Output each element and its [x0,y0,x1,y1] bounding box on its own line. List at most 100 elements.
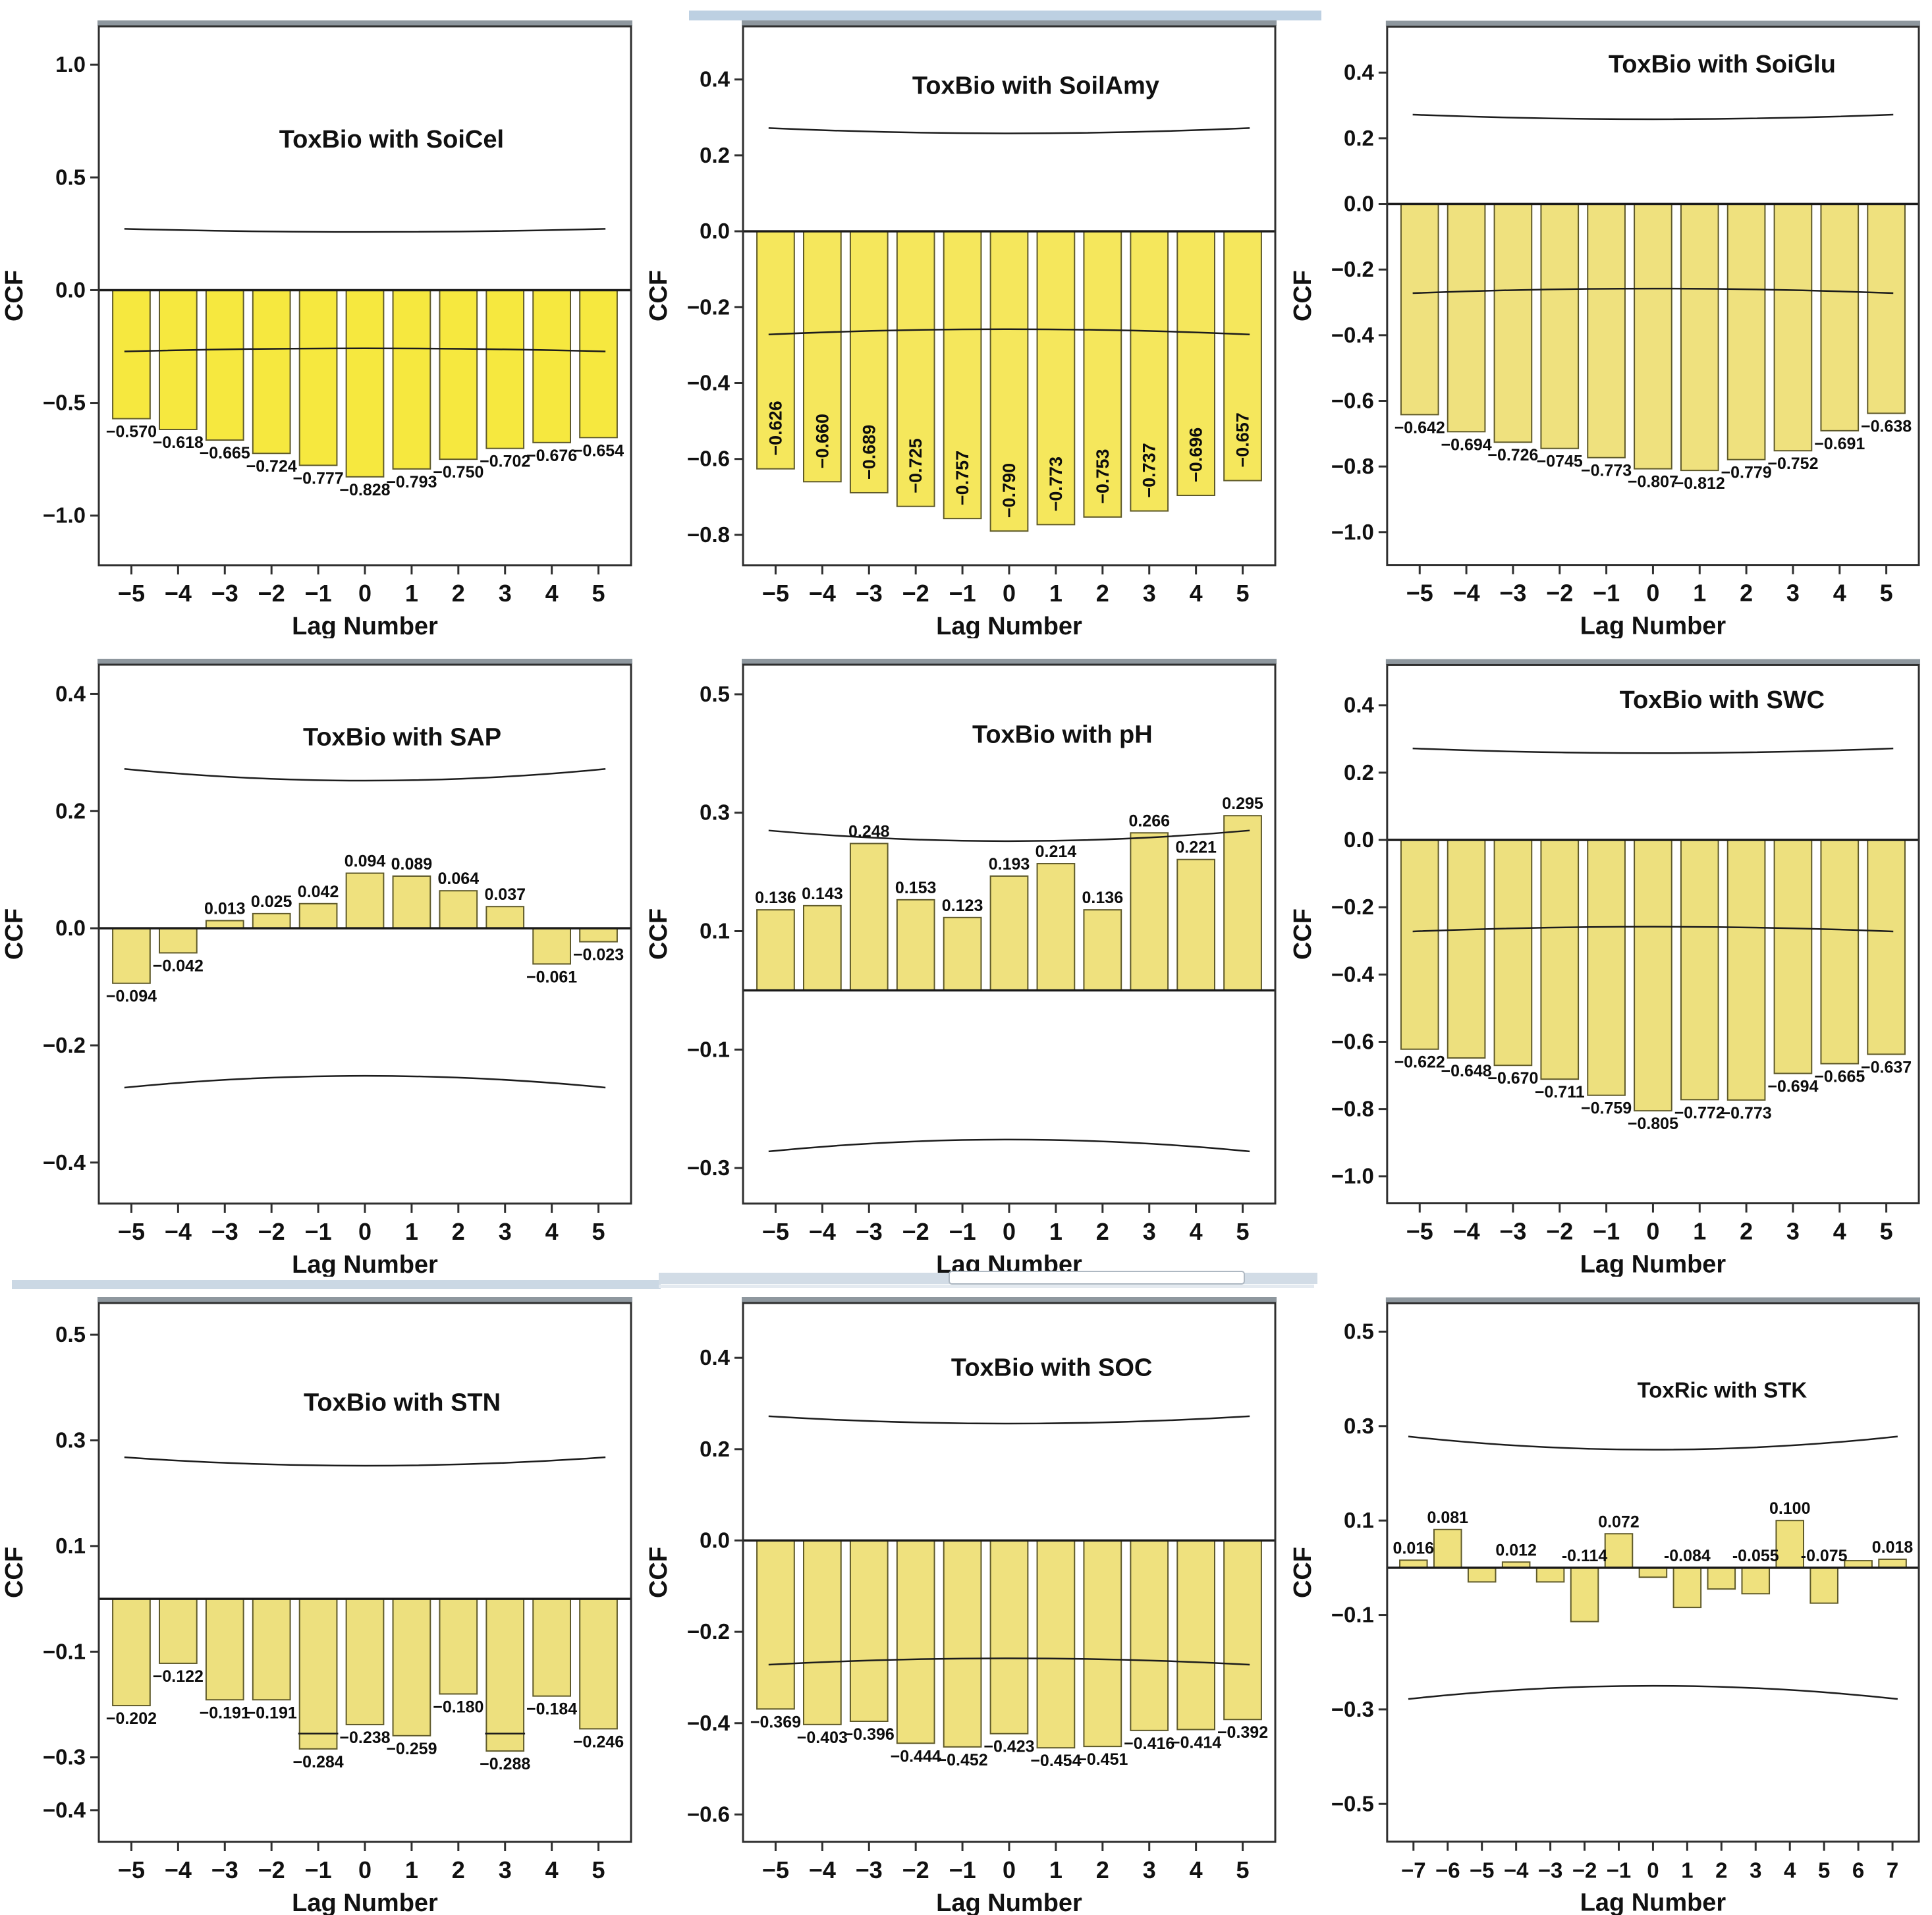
svg-text:0: 0 [1003,1856,1016,1883]
svg-text:−0.805: −0.805 [1628,1115,1678,1133]
svg-text:0.221: 0.221 [1175,839,1217,857]
panel-toxbio-ph: 0.5 0.3 0.1 −0.1 −0.3 −5 −4 −3 −2 −1 0 1 2 3 4 5 0.136 0.… [644,638,1288,1277]
svg-text:−5: −5 [118,580,145,607]
svg-text:3: 3 [1786,1218,1800,1245]
svg-text:−0.259: −0.259 [386,1740,437,1758]
svg-text:4: 4 [545,1218,559,1245]
svg-text:ToxBio with SoiCel: ToxBio with SoiCel [279,126,504,153]
svg-text:−0.752: −0.752 [1767,455,1818,473]
svg-text:Lag Number: Lag Number [936,1889,1082,1915]
svg-text:−0.4: −0.4 [687,370,731,395]
svg-text:0.136: 0.136 [1082,889,1124,907]
svg-text:−0.061: −0.061 [526,968,577,986]
svg-text:0.089: 0.089 [391,855,433,874]
svg-text:−2: −2 [902,1856,929,1883]
panel-toxbio-soc: 0.4 0.2 0.0 −0.2 −0.4 −0.6 −5 −4 −3 −2 −1 0 1 2 3 4 5 −0.… [644,1277,1288,1915]
svg-text:−3: −3 [211,1218,238,1245]
svg-text:−4: −4 [1453,580,1480,607]
svg-text:−0.369: −0.369 [750,1713,801,1731]
panel-toxbio-soilamy: 0.4 0.2 0.0 −0.2 −0.4 −0.6 −0.8 −5 −4 −3 −2 −1 0 1 2 3 4… [644,0,1288,638]
svg-text:−1: −1 [305,1218,332,1245]
svg-text:5: 5 [1818,1858,1830,1883]
svg-text:−0.753: −0.753 [1093,449,1113,503]
panel-toxric-stk: 0.5 0.3 0.1 −0.1 −0.3 −0.5 −7 −6 −5 −4 −3 −2 −1 0 1 2 3 4… [1288,1277,1932,1915]
svg-text:0.0: 0.0 [1344,827,1374,852]
svg-text:−0.638: −0.638 [1861,417,1912,435]
svg-text:−5: −5 [118,1218,145,1245]
svg-text:ToxRic with STK: ToxRic with STK [1638,1377,1808,1402]
svg-text:−1.0: −1.0 [1331,1164,1374,1188]
svg-text:0.072: 0.072 [1598,1513,1639,1531]
svg-text:3: 3 [499,1218,512,1245]
svg-text:CCF: CCF [1289,908,1317,960]
svg-text:−3: −3 [211,1856,238,1883]
svg-text:4: 4 [1833,1218,1846,1245]
svg-text:7: 7 [1887,1858,1898,1883]
svg-text:0.037: 0.037 [484,885,526,904]
svg-text:−3: −3 [1499,580,1526,607]
svg-text:0.042: 0.042 [298,883,339,901]
svg-text:4: 4 [1190,1218,1203,1245]
svg-text:0.4: 0.4 [1344,693,1374,717]
svg-text:−3: −3 [1538,1858,1563,1883]
svg-text:−3: −3 [856,1218,883,1245]
svg-text:6: 6 [1852,1858,1864,1883]
svg-text:−0.452: −0.452 [937,1751,988,1769]
svg-text:Lag Number: Lag Number [292,1889,438,1915]
svg-text:−0.793: −0.793 [386,473,437,491]
svg-text:0: 0 [358,1856,372,1883]
svg-text:-0.114: -0.114 [1562,1547,1608,1565]
svg-text:−0.654: −0.654 [573,441,624,460]
svg-text:0.0: 0.0 [1344,192,1374,216]
svg-text:−0.622: −0.622 [1394,1053,1445,1072]
svg-text:4: 4 [545,580,559,607]
svg-text:−0.737: −0.737 [1140,443,1159,497]
svg-text:ToxBio with pH: ToxBio with pH [972,721,1153,749]
svg-text:0: 0 [1003,1218,1016,1245]
svg-text:0.2: 0.2 [1344,760,1374,785]
svg-text:−0.694: −0.694 [1767,1077,1818,1096]
svg-text:0.3: 0.3 [1344,1414,1374,1438]
svg-text:ToxBio with SoiGlu: ToxBio with SoiGlu [1609,51,1836,78]
svg-text:3: 3 [1143,1856,1156,1883]
svg-text:-0.055: -0.055 [1732,1547,1779,1565]
svg-text:−0.726: −0.726 [1487,446,1538,464]
svg-text:CCF: CCF [645,908,673,960]
ccf-chart-soc: 0.4 0.2 0.0 −0.2 −0.4 −0.6 −5 −4 −3 −2 −1 0 1 2 3 4 5 −0.… [645,1297,1277,1915]
svg-text:−1: −1 [1593,580,1620,607]
svg-text:−0.122: −0.122 [153,1667,204,1686]
svg-text:0: 0 [1646,580,1659,607]
svg-text:-0.084: -0.084 [1664,1547,1711,1565]
svg-text:2: 2 [452,1218,465,1245]
svg-text:−0.403: −0.403 [797,1729,848,1747]
svg-text:1: 1 [1693,1218,1706,1245]
ccf-chart-ph: 0.5 0.3 0.1 −0.1 −0.3 −5 −4 −3 −2 −1 0 1 2 3 4 5 0.136 0.… [645,659,1277,1277]
svg-text:0.1: 0.1 [55,1534,86,1558]
svg-text:1: 1 [1693,580,1706,607]
svg-text:5: 5 [1880,1218,1893,1245]
svg-text:−0.694: −0.694 [1441,435,1492,454]
svg-text:2: 2 [1740,1218,1753,1245]
ccf-chart-soicel: 1.00.50.0−0.5−1.0−5 −4 −3 −2 −1 0 1 2 3 4 5−0.570−… [1,20,632,638]
svg-text:Lag Number: Lag Number [292,613,438,638]
svg-text:−0.757: −0.757 [952,451,972,505]
svg-text:0: 0 [1003,580,1016,607]
svg-text:−2: −2 [1572,1858,1597,1883]
svg-text:−0.238: −0.238 [339,1729,390,1747]
svg-text:0.064: 0.064 [438,870,480,888]
svg-text:−0.4: −0.4 [1331,323,1375,347]
window-edge-artifact-left [12,1280,661,1289]
svg-text:−0.454: −0.454 [1030,1752,1081,1770]
svg-text:−0.042: −0.042 [153,957,204,975]
svg-text:3: 3 [499,1856,512,1883]
svg-text:4: 4 [1833,580,1846,607]
svg-text:−4: −4 [1453,1218,1480,1245]
svg-text:−0.689: −0.689 [859,425,879,480]
svg-text:2: 2 [1715,1858,1727,1883]
svg-text:−0.3: −0.3 [1331,1697,1374,1721]
svg-text:0.0: 0.0 [700,1528,730,1552]
svg-text:−3: −3 [211,580,238,607]
svg-text:−0.779: −0.779 [1721,464,1772,482]
svg-text:−5: −5 [762,580,789,607]
svg-text:4: 4 [1190,1856,1203,1883]
